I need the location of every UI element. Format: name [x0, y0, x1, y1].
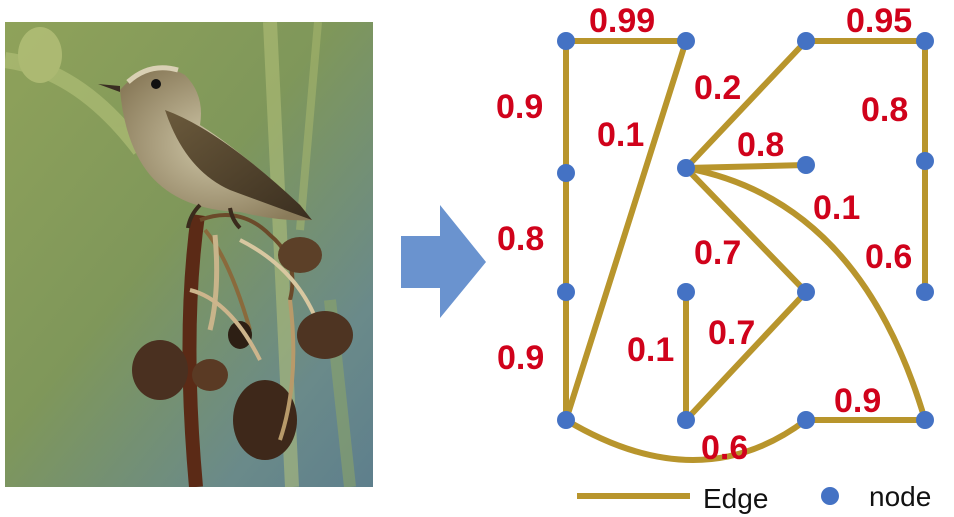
- edge-weight-label: 0.7: [708, 314, 755, 352]
- edge-weight-labels: 0.99 0.95 0.9 0.1 0.2 0.8 0.8 0.1 0.8 0.…: [496, 2, 912, 467]
- graph-node: [557, 164, 575, 182]
- edge-weight-label: 0.9: [834, 382, 881, 420]
- edge-weight-label: 0.9: [497, 339, 544, 377]
- legend-edge-label: Edge: [703, 483, 768, 514]
- legend: Edge node: [577, 481, 931, 514]
- bird-eye: [151, 79, 161, 89]
- bird: [98, 65, 312, 230]
- graph-node: [677, 159, 695, 177]
- bird-wing: [165, 110, 312, 220]
- graph-edge: [683, 165, 928, 423]
- edge-weight-label: 0.2: [694, 69, 741, 107]
- edge-weight-label: 0.6: [701, 429, 748, 467]
- dried-seed-heads: [132, 213, 353, 460]
- edge-weight-label: 0.6: [865, 238, 912, 276]
- edge-weight-label: 0.8: [861, 91, 908, 129]
- plant-stalk: [182, 214, 205, 487]
- graph-node: [677, 411, 695, 429]
- graph-node: [557, 283, 575, 301]
- graph-node: [916, 283, 934, 301]
- legend-node-label: node: [869, 481, 931, 512]
- transform-arrow-icon: [401, 205, 486, 318]
- graph-node: [797, 32, 815, 50]
- edge-weight-label: 0.1: [627, 331, 674, 369]
- edge-weight-label: 0.8: [737, 126, 784, 164]
- edge-weight-label: 0.99: [589, 2, 655, 40]
- bird-beak: [98, 84, 120, 92]
- graph-node: [677, 283, 695, 301]
- graph-edges: [563, 38, 928, 463]
- graph-nodes: [557, 32, 934, 429]
- edge-weight-label: 0.1: [813, 189, 860, 227]
- edge-weight-label: 0.1: [597, 116, 644, 154]
- legend-node-swatch: [821, 487, 839, 505]
- graph-node: [557, 411, 575, 429]
- bird-photo: [5, 22, 373, 487]
- graph-node: [916, 152, 934, 170]
- edge-weight-label: 0.8: [497, 220, 544, 258]
- graph-node: [557, 32, 575, 50]
- graph-node: [677, 32, 695, 50]
- graph-node: [916, 32, 934, 50]
- graph-node: [797, 156, 815, 174]
- graph-node: [916, 411, 934, 429]
- graph-edge: [563, 38, 689, 423]
- edge-weight-label: 0.95: [846, 2, 912, 40]
- edge-weight-label: 0.9: [496, 88, 543, 126]
- graph-edge: [683, 38, 809, 171]
- graph-node: [797, 411, 815, 429]
- graph-node: [797, 283, 815, 301]
- graph-edge: [683, 162, 809, 171]
- edge-weight-label: 0.7: [694, 234, 741, 272]
- graph-edge: [683, 289, 809, 423]
- graph-edge: [563, 417, 809, 463]
- graph-edge: [683, 165, 809, 295]
